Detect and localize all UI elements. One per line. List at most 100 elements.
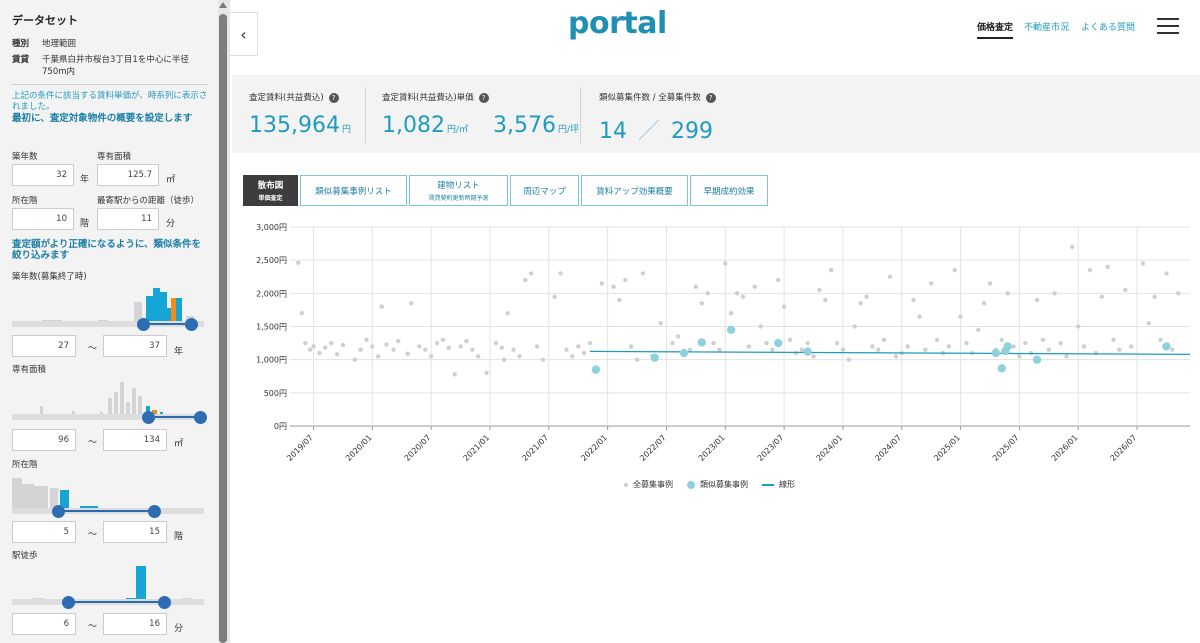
slider-max-handle[interactable] [157, 596, 171, 609]
help-icon[interactable]: ? [328, 92, 339, 103]
scatter-chart: 0円 500円 1,000円 1,500円 2,000円 2,500円 3,000円 2019… [232, 213, 1200, 503]
dataset-row-value: 地理範囲 [42, 39, 77, 49]
logo[interactable]: portal [568, 6, 667, 41]
filter-floor-histogram [12, 468, 204, 510]
divider [365, 87, 366, 143]
nav-market[interactable]: 不動産市況 [1024, 23, 1070, 33]
all-listing-point [334, 352, 340, 357]
help-icon[interactable]: ? [705, 92, 716, 103]
slider-max-handle[interactable] [194, 411, 208, 424]
range-separator: 〜 [88, 438, 98, 448]
all-listing-point [670, 340, 675, 346]
sidebar-scroll-thumb[interactable] [219, 14, 227, 643]
histogram-bar-current [152, 410, 157, 416]
collapse-sidebar-button[interactable]: ‹ [230, 12, 258, 56]
tab-early-contract[interactable]: 早期成約効果 [690, 175, 768, 206]
stat-total-count: 299 [671, 119, 714, 144]
all-listing-point [1128, 344, 1134, 349]
y-tick-label: 500円 [264, 389, 287, 398]
filter-floor-min[interactable]: 5 [12, 521, 76, 543]
tab-similar-list[interactable]: 類似募集事例リスト [300, 175, 407, 206]
all-listing-point [499, 345, 504, 350]
all-listing-point [852, 324, 857, 329]
valuation-summary: 査定賃料(共益費込)? 135,964 円 査定賃料(共益費込)単価? 1,082… [232, 75, 1200, 153]
all-listing-point [534, 344, 540, 349]
x-tick-label: 2024/07 [873, 433, 903, 463]
divider [580, 87, 581, 143]
filter-walk-min[interactable]: 6 [12, 613, 76, 635]
stat-unit-price-value: 1,082 円/㎡ 3,576 円/坪 [382, 113, 579, 138]
all-listing-point [958, 314, 963, 319]
all-listing-point [934, 337, 940, 342]
all-listing-point [1070, 244, 1075, 250]
filter-age-max[interactable]: 37 [103, 335, 167, 357]
slider-min-handle[interactable] [136, 318, 150, 331]
all-listing-point [805, 340, 810, 346]
slider-min-handle[interactable] [52, 505, 66, 518]
all-listing-point [540, 357, 546, 362]
tab-map[interactable]: 周辺マップ [510, 175, 579, 206]
all-listing-point [576, 344, 581, 349]
all-listing-point [1046, 347, 1052, 352]
x-tick-label: 2025/01 [932, 433, 962, 463]
all-listing-point [476, 354, 481, 359]
dataset-row-value: 千葉県白井市桜台3丁目1を中心に半径750m内 [42, 55, 189, 77]
all-listing-point [587, 340, 593, 346]
tab-rent-up[interactable]: 賃料アップ効果概要 [581, 175, 688, 206]
filter-walk-max[interactable]: 16 [103, 613, 167, 635]
similar-listing-point [726, 325, 736, 335]
all-listing-point [1081, 344, 1087, 349]
menu-icon[interactable] [1157, 18, 1179, 36]
age-input[interactable]: 32 [12, 164, 74, 186]
filter-floor-slider[interactable] [12, 505, 204, 521]
x-tick-label: 2023/01 [697, 433, 727, 463]
filter-age-min[interactable]: 27 [12, 335, 76, 357]
area-input[interactable]: 125.7 [97, 164, 159, 186]
all-listing-point [781, 304, 787, 309]
all-listing-point [552, 294, 557, 299]
slider-min-handle[interactable] [142, 411, 156, 424]
all-listing-point [1158, 337, 1163, 342]
filter-area-min[interactable]: 96 [12, 429, 76, 451]
all-listing-point [634, 357, 640, 362]
slider-max-handle[interactable] [184, 318, 198, 331]
x-tick-label: 2026/07 [1109, 433, 1139, 463]
filter-age-slider[interactable] [12, 318, 204, 334]
all-listing-point [581, 350, 587, 356]
filter-walk-slider[interactable] [12, 596, 204, 612]
nav-faq[interactable]: よくある質問 [1081, 23, 1136, 33]
y-tick-label: 2,500円 [256, 256, 287, 265]
tab-scatter[interactable]: 散布図 単価査定 [243, 175, 298, 206]
slider-min-handle[interactable] [61, 596, 75, 609]
all-listing-point [1058, 340, 1063, 346]
nav-valuation[interactable]: 価格査定 [977, 20, 1014, 39]
legend-item-all[interactable]: 全募集事例 [624, 479, 673, 490]
filter-walk-unit: 分 [174, 624, 184, 634]
all-listing-point [505, 311, 510, 316]
slider-max-handle[interactable] [148, 505, 162, 518]
filter-area-slider[interactable] [12, 411, 208, 427]
all-listing-point [423, 347, 428, 352]
legend-swatch-all [624, 482, 628, 487]
scroll-up-arrow-icon[interactable] [219, 2, 227, 8]
stat-rent-unit: 円 [341, 125, 351, 135]
tab-building-list[interactable]: 建物リスト 賃貸契約更新時期予測 [409, 175, 508, 206]
legend-item-linear[interactable]: 線形 [762, 479, 795, 490]
help-icon[interactable]: ? [478, 92, 489, 103]
walk-unit: 分 [166, 219, 176, 229]
all-listing-point [417, 344, 422, 349]
all-listing-point [834, 340, 840, 346]
filter-floor-max[interactable]: 15 [103, 521, 167, 543]
all-listing-point [376, 354, 381, 359]
walk-input[interactable]: 11 [97, 208, 159, 230]
all-listing-point [317, 350, 322, 356]
all-listing-point [776, 277, 781, 283]
histogram-bar [132, 388, 136, 416]
similar-listing-point [697, 338, 706, 347]
legend-item-similar[interactable]: 類似募集事例 [687, 479, 748, 490]
filter-area-max[interactable]: 134 [103, 429, 167, 451]
all-listing-point [501, 357, 507, 362]
floor-input[interactable]: 10 [12, 208, 74, 230]
tab-sublabel: 賃貸契約更新時期予測 [428, 195, 489, 202]
all-listing-point [470, 347, 475, 352]
